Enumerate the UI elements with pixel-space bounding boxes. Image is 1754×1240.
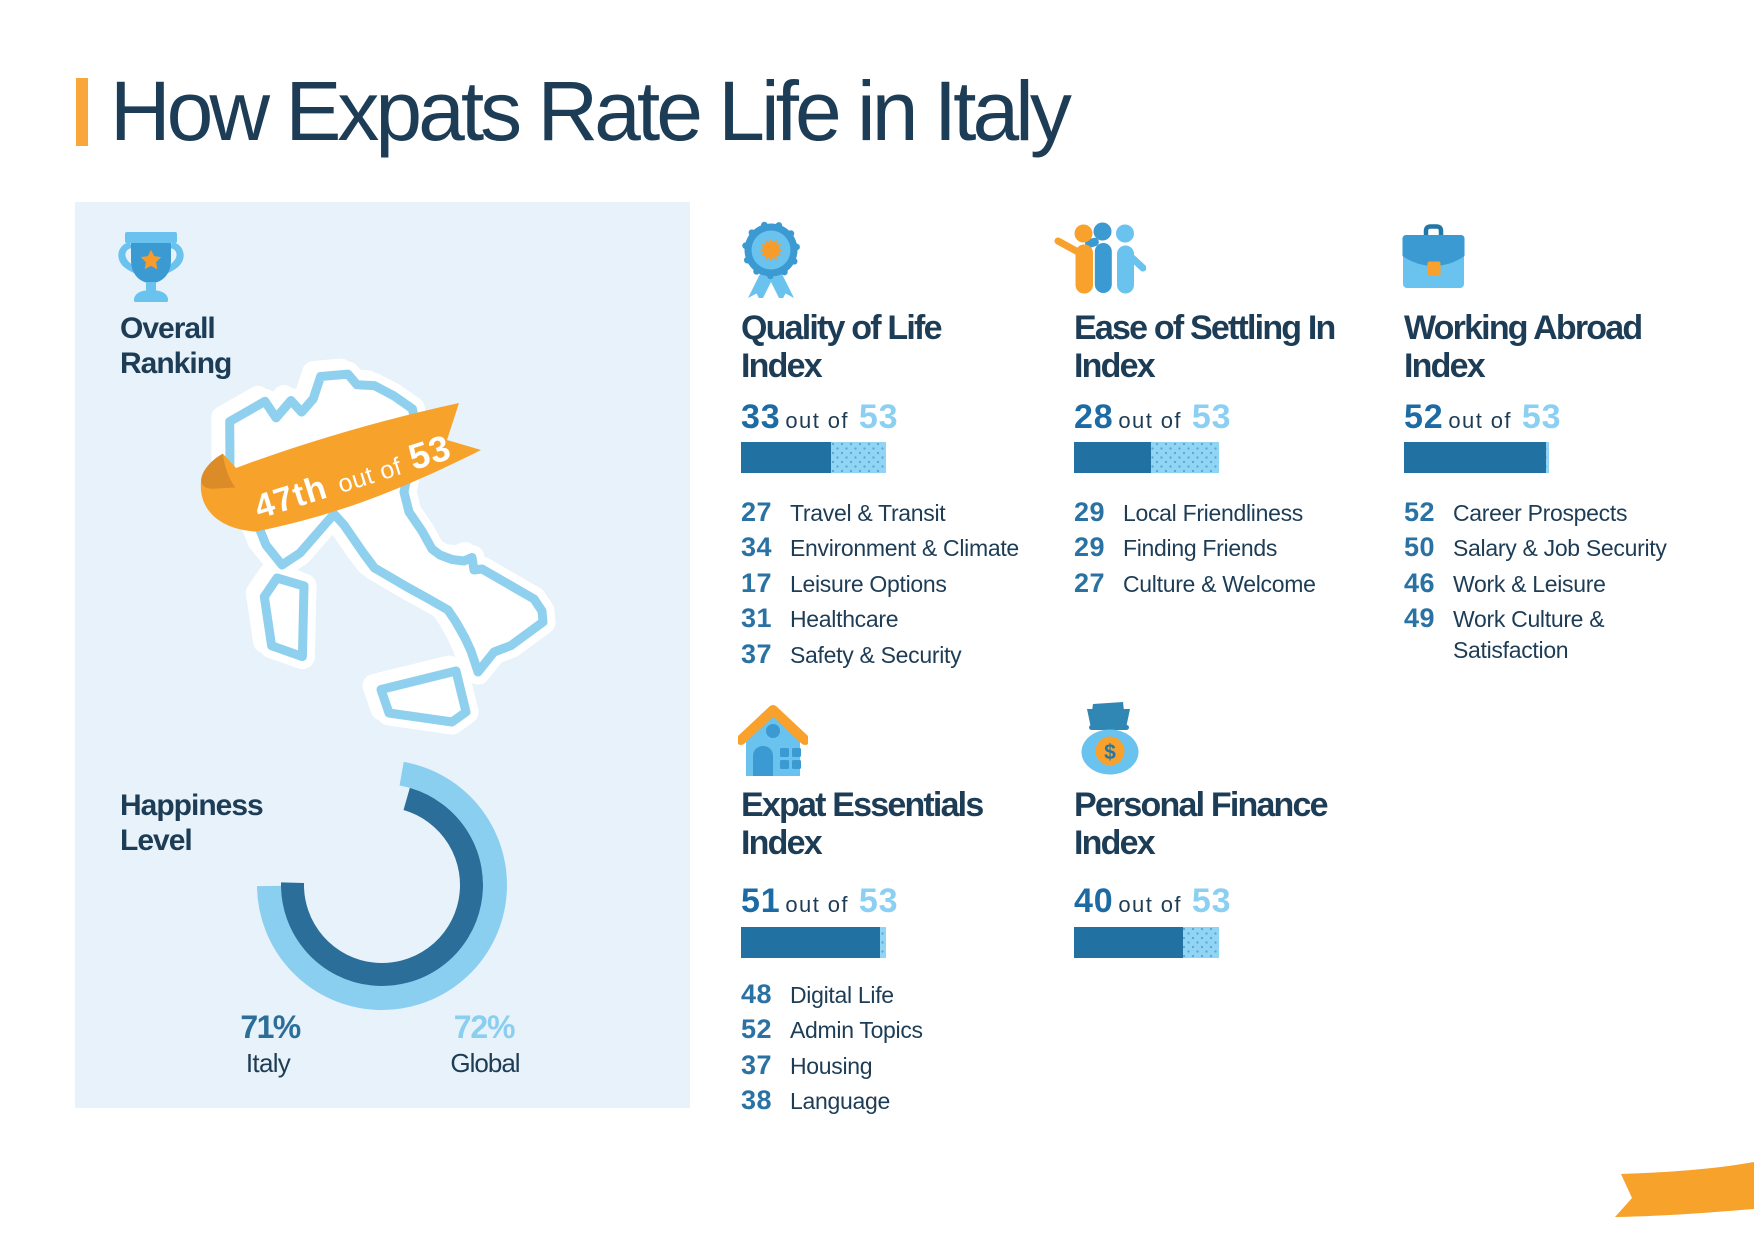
svg-text:$: $	[1104, 741, 1116, 764]
